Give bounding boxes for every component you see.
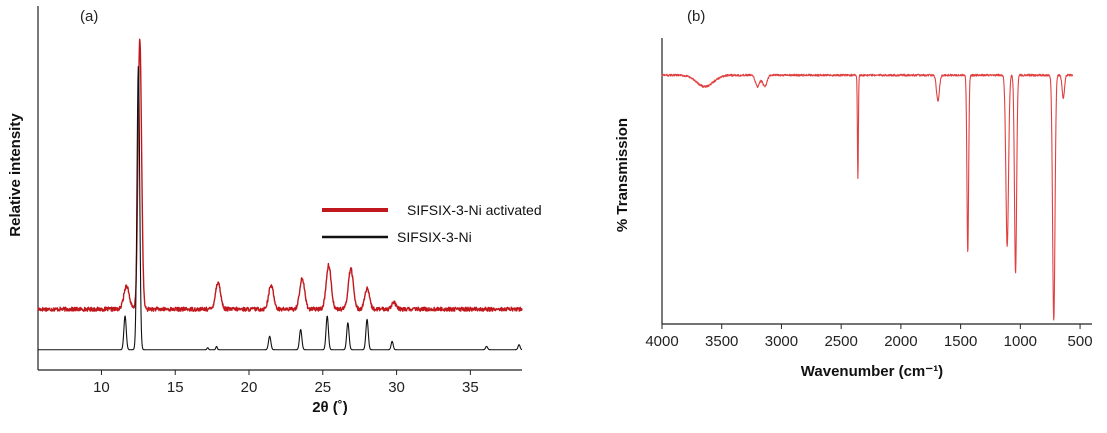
ir-y-axis-title: % Transmission (614, 118, 631, 232)
ir-x-tick-label: 3500 (705, 333, 738, 350)
ir-panel-label: (b) (687, 8, 705, 25)
xrd-x-tick-label: 35 (462, 379, 479, 396)
ir-chart-panel: (b) % Transmission Wavenumber (cm⁻¹) 400… (614, 8, 1093, 380)
legend-label-activated: SIFSIX-3-Ni activated (407, 202, 542, 218)
ir-x-tick-label: 500 (1068, 333, 1093, 350)
ir-x-tick-label: 1000 (1004, 333, 1037, 350)
ir-x-tick-label: 3000 (765, 333, 798, 350)
xrd-series-activated-line (37, 38, 523, 312)
legend-label-pristine: SIFSIX-3-Ni (397, 229, 472, 245)
xrd-y-axis-title: Relative intensity (7, 113, 24, 237)
xrd-x-axis-title: 2θ (˚) (312, 399, 348, 416)
xrd-x-tick-label: 20 (241, 379, 258, 396)
xrd-chart-panel: (a) Relative intensity 2θ (˚) 10 15 20 25 30… (7, 6, 542, 416)
xrd-x-tick-label: 30 (388, 379, 405, 396)
xrd-x-tick-label: 10 (93, 379, 110, 396)
ir-x-tick-label: 4000 (645, 333, 678, 350)
xrd-series-pristine-line (37, 66, 523, 351)
xrd-panel-label: (a) (80, 8, 98, 25)
ir-x-tick-label: 1500 (944, 333, 977, 350)
ir-x-axis-title: Wavenumber (cm⁻¹) (801, 363, 943, 380)
ir-x-tick-label: 2000 (884, 333, 917, 350)
ir-x-tick-label: 2500 (824, 333, 857, 350)
xrd-x-tick-label: 15 (167, 379, 184, 396)
xrd-x-tick-label: 25 (314, 379, 331, 396)
ir-spectrum-line (661, 73, 1074, 321)
xrd-legend: SIFSIX-3-Ni activated SIFSIX-3-Ni (322, 202, 542, 245)
